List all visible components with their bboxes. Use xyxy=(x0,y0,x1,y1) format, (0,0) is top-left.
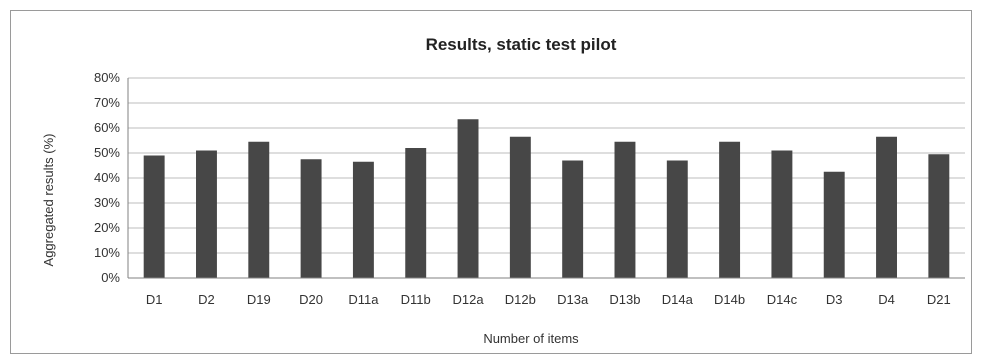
y-tick-label: 60% xyxy=(94,120,120,135)
x-tick-label: D20 xyxy=(299,292,323,307)
bar-D11a xyxy=(352,161,374,278)
bar-D20 xyxy=(300,159,322,278)
bar-D14a xyxy=(666,160,688,278)
y-tick-label: 20% xyxy=(94,220,120,235)
x-tick-label: D14c xyxy=(767,292,798,307)
x-tick-label: D12b xyxy=(505,292,536,307)
x-axis-title: Number of items xyxy=(483,331,579,346)
y-tick-label: 80% xyxy=(94,70,120,85)
bar-D14b xyxy=(719,141,741,278)
bar-D12b xyxy=(509,136,531,278)
y-tick-label: 0% xyxy=(101,270,120,285)
bar-D13a xyxy=(562,160,584,278)
x-tick-label: D12a xyxy=(452,292,484,307)
x-tick-label: D14b xyxy=(714,292,745,307)
chart-title: Results, static test pilot xyxy=(426,35,617,54)
y-tick-label: 50% xyxy=(94,145,120,160)
x-tick-label: D1 xyxy=(146,292,163,307)
chart-frame xyxy=(10,10,972,354)
y-tick-label: 70% xyxy=(94,95,120,110)
y-axis-ticks: 0% 10% 20% 30% 40% 50% 60% 70% 80% xyxy=(94,70,120,285)
x-tick-label: D19 xyxy=(247,292,271,307)
y-axis-title: Aggregated results (%) xyxy=(41,134,56,267)
x-tick-label: D4 xyxy=(878,292,895,307)
bar-D12a xyxy=(457,119,479,278)
y-tick-label: 30% xyxy=(94,195,120,210)
y-tick-label: 40% xyxy=(94,170,120,185)
bar-D2 xyxy=(196,150,217,278)
x-tick-label: D11a xyxy=(348,292,379,307)
bar-D14c xyxy=(771,150,793,278)
x-tick-label: D14a xyxy=(662,292,694,307)
x-tick-label: D13a xyxy=(557,292,589,307)
bar-D11b xyxy=(405,148,427,278)
y-tick-label: 10% xyxy=(94,245,120,260)
bar-D19 xyxy=(248,141,270,278)
bar-D13b xyxy=(614,141,636,278)
bar-D21 xyxy=(928,154,950,278)
bar-D3 xyxy=(823,171,845,278)
bars xyxy=(143,119,950,278)
bar-D1 xyxy=(143,155,165,278)
x-tick-label: D13b xyxy=(609,292,640,307)
x-axis-ticks: D1 D2 D19 D20 D11a D11b D12a D12b D13a D13b D14a D1… xyxy=(146,292,951,307)
x-tick-label: D2 xyxy=(198,292,215,307)
x-tick-label: D3 xyxy=(826,292,843,307)
x-tick-label: D11b xyxy=(401,292,431,307)
bar-D4 xyxy=(876,136,897,278)
x-tick-label: D21 xyxy=(927,292,951,307)
